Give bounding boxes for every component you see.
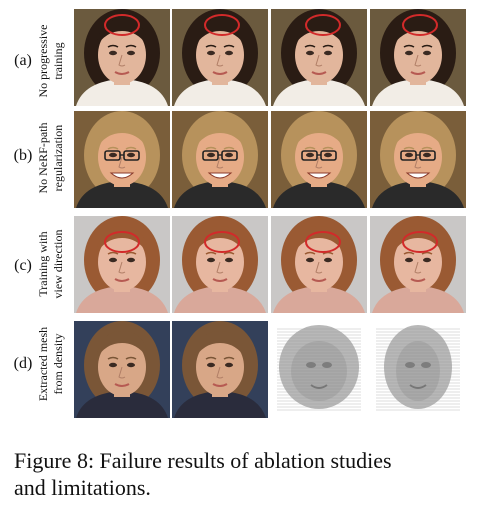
face-image <box>172 9 268 106</box>
face-image <box>172 321 268 418</box>
row-b-label: No NeRF-path regularization <box>36 110 70 206</box>
row-d-label-line2: from density <box>51 333 65 395</box>
face-image <box>271 9 367 106</box>
face-image <box>271 216 367 313</box>
face-image <box>370 216 466 313</box>
row-d-label-line1: Extracted mesh <box>36 326 50 402</box>
row-c-label-line2: view direction <box>51 229 65 299</box>
face-image <box>271 321 367 418</box>
face-image <box>74 9 170 106</box>
row-a-letter: (a) <box>14 52 32 69</box>
row-a-label: No progressive training <box>36 13 70 109</box>
row-c-label: Training with view direction <box>36 216 70 312</box>
row-d-label: Extracted mesh from density <box>36 316 70 412</box>
face-image <box>370 9 466 106</box>
figure-caption: Figure 8: Failure results of ablation st… <box>14 447 484 501</box>
row-b-label-line1: No NeRF-path <box>36 122 50 194</box>
face-image <box>172 111 268 208</box>
row-c-letter: (c) <box>14 257 32 274</box>
caption-line2: and limitations. <box>14 475 151 500</box>
face-image <box>74 111 170 208</box>
face-image <box>74 216 170 313</box>
face-image <box>172 216 268 313</box>
row-b-letter: (b) <box>13 147 33 164</box>
face-image <box>370 321 466 418</box>
row-b-label-line2: regularization <box>51 124 65 192</box>
face-image <box>271 111 367 208</box>
row-c-label-line1: Training with <box>36 231 50 297</box>
caption-line1: Figure 8: Failure results of ablation st… <box>14 448 392 473</box>
row-d-letter: (d) <box>13 355 33 372</box>
face-image <box>370 111 466 208</box>
row-a-label-line2: training <box>51 42 65 80</box>
row-a-label-line1: No progressive <box>36 24 50 98</box>
face-image <box>74 321 170 418</box>
